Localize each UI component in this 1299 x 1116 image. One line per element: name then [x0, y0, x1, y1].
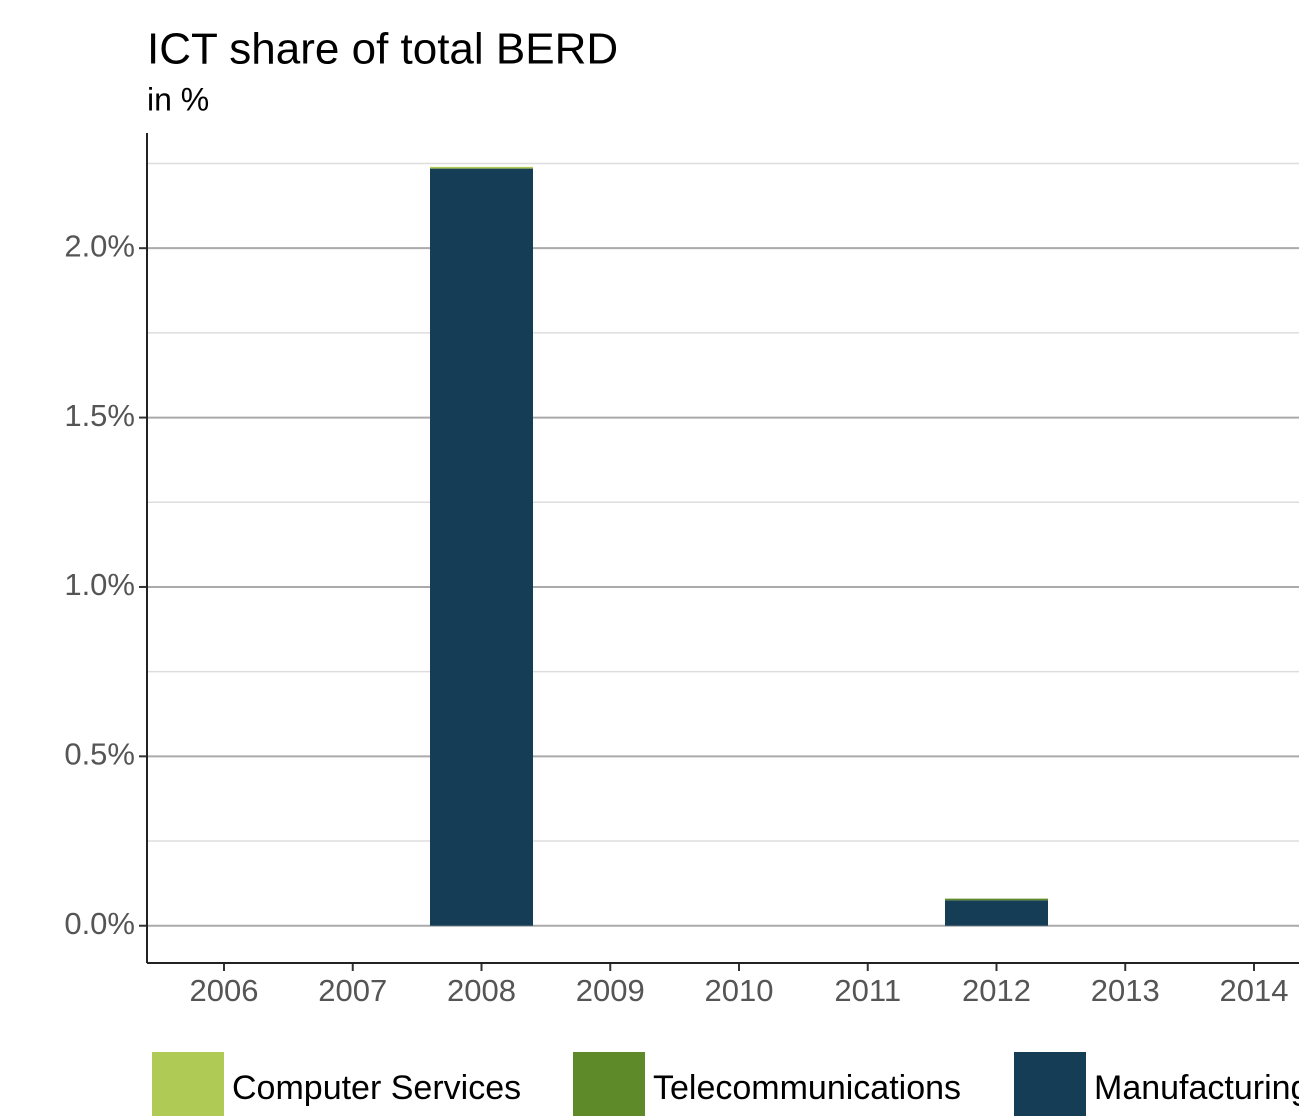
y-tick-label: 2.0% [64, 228, 135, 263]
legend-label: Computer Services [232, 1069, 521, 1107]
x-tick-label: 2012 [962, 973, 1031, 1008]
x-tick-label: 2010 [705, 973, 774, 1008]
bar-segment [430, 168, 533, 926]
legend-swatch [1014, 1052, 1086, 1116]
chart-subtitle: in % [147, 81, 209, 117]
legend-swatch [573, 1052, 645, 1116]
bar-segment [430, 166, 533, 169]
y-tick-label: 0.0% [64, 906, 135, 941]
legend-label: Telecommunications [653, 1069, 961, 1107]
x-tick-label: 2007 [318, 973, 387, 1008]
chart-title: ICT share of total BERD [147, 25, 618, 74]
x-tick-label: 2011 [834, 973, 901, 1008]
x-tick-label: 2006 [190, 973, 259, 1008]
x-tick-label: 2013 [1091, 973, 1160, 1008]
x-tick-label: 2009 [576, 973, 645, 1008]
bar-segment [945, 900, 1048, 926]
y-tick-label: 0.5% [64, 737, 135, 772]
y-tick-label: 1.5% [64, 398, 135, 433]
x-tick-label: 2014 [1220, 973, 1289, 1008]
x-tick-label: 2008 [447, 973, 516, 1008]
legend-swatch [152, 1052, 224, 1116]
legend-label: Manufacturing [1094, 1069, 1299, 1107]
bar-segment [945, 898, 1048, 901]
y-tick-label: 1.0% [64, 567, 135, 602]
